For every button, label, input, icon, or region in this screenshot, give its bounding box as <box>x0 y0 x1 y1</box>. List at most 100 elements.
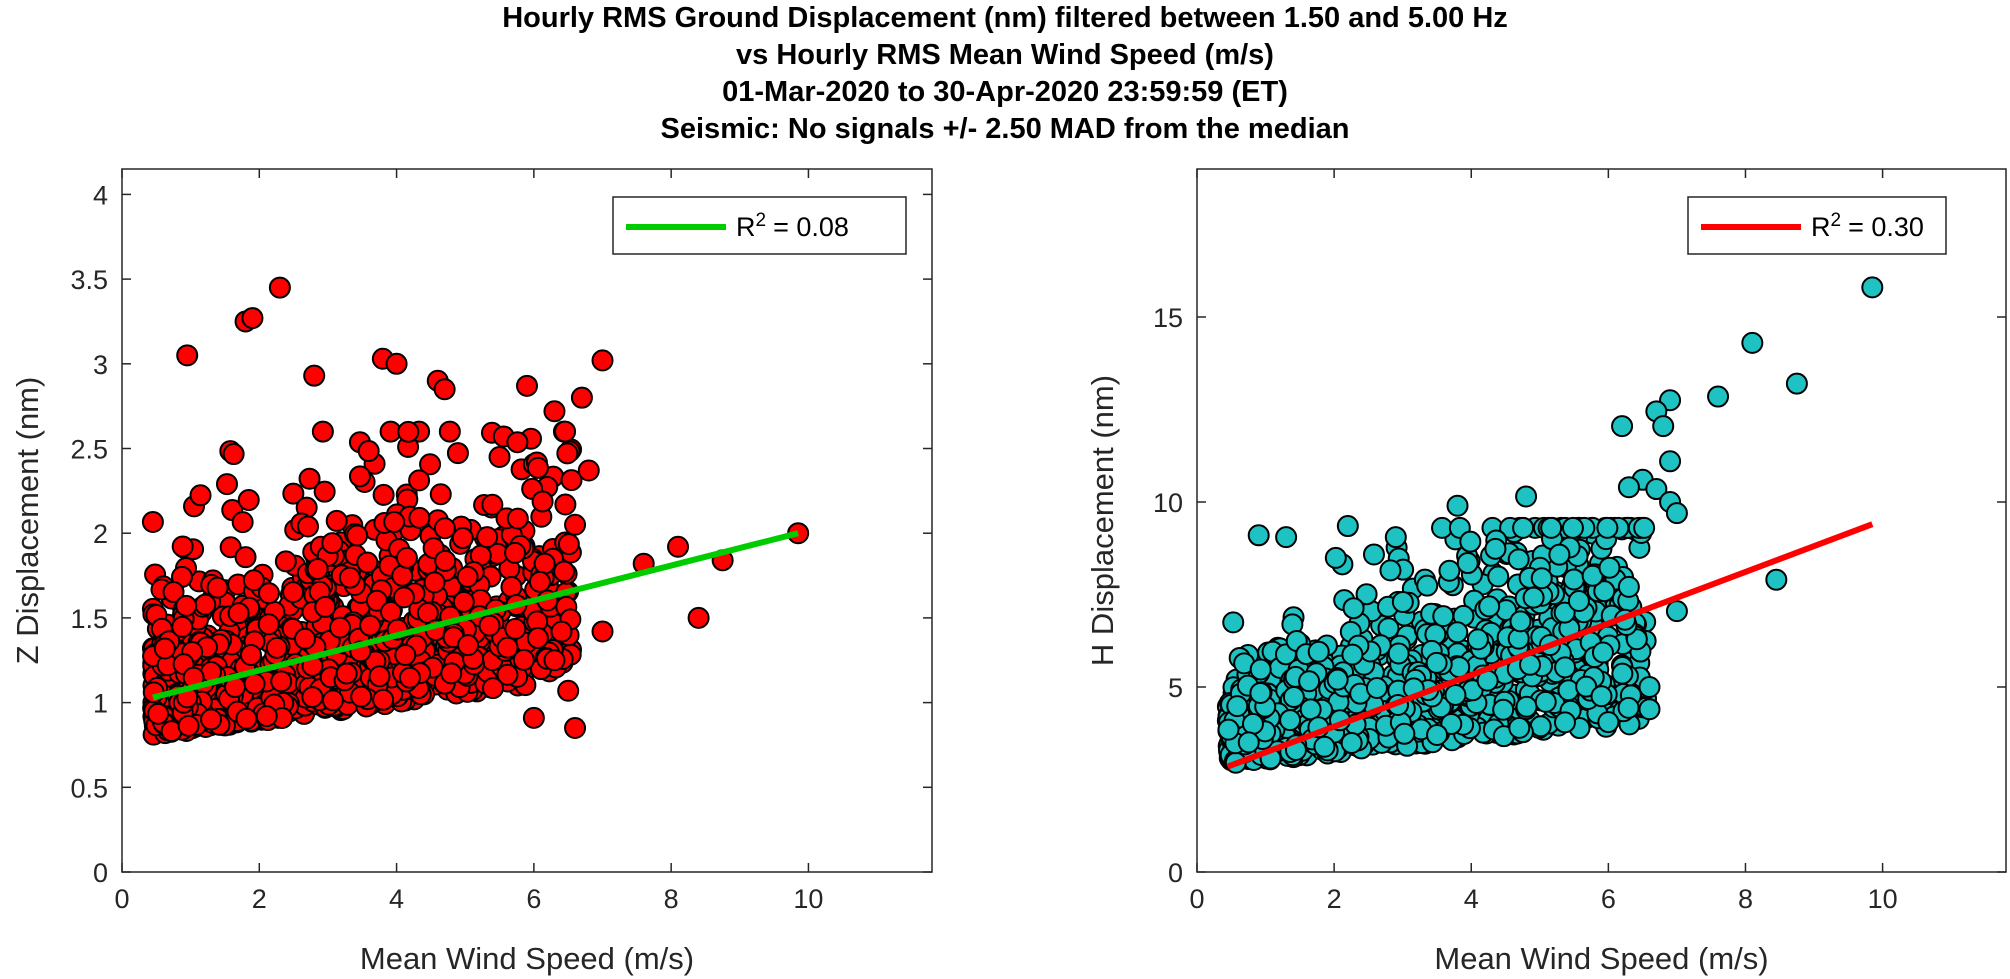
data-point <box>457 634 480 657</box>
data-point <box>564 717 587 740</box>
x-tick-label: 6 <box>1601 884 1616 914</box>
data-point <box>1530 567 1553 590</box>
data-point <box>1365 677 1388 700</box>
data-point <box>255 705 278 728</box>
data-point <box>194 593 217 616</box>
data-point <box>1659 450 1682 473</box>
y-tick-label: 0 <box>1168 858 1183 888</box>
data-point <box>1561 516 1584 539</box>
data-point <box>543 649 566 672</box>
data-point <box>591 620 614 643</box>
data-point <box>496 636 519 659</box>
data-point <box>1438 559 1461 582</box>
data-point <box>153 637 176 660</box>
data-point <box>577 459 600 482</box>
data-point <box>429 483 452 506</box>
data-point <box>1611 415 1634 438</box>
data-point <box>171 615 194 638</box>
data-point <box>368 665 391 688</box>
data-point <box>564 513 587 536</box>
data-point <box>488 445 511 468</box>
data-point <box>1393 722 1416 745</box>
data-point <box>274 550 297 573</box>
y-axis-label: Z Displacement (nm) <box>10 377 45 665</box>
data-point <box>1861 276 1884 299</box>
data-point <box>391 564 414 587</box>
data-point <box>481 677 504 700</box>
data-point <box>1596 516 1619 539</box>
data-point <box>560 469 583 492</box>
x-tick-label: 4 <box>389 884 404 914</box>
data-point <box>1336 515 1359 538</box>
data-point <box>504 617 527 640</box>
data-point <box>338 566 361 589</box>
x-tick-label: 8 <box>1738 884 1753 914</box>
data-point <box>496 663 519 686</box>
data-point <box>1515 695 1538 718</box>
fit-line <box>1226 521 1874 770</box>
data-point <box>1307 640 1330 663</box>
x-tick-label: 10 <box>793 884 823 914</box>
data-point <box>456 565 479 588</box>
data-point <box>1355 583 1378 606</box>
title-line-4: Seismic: No signals +/- 2.50 MAD from th… <box>660 113 1350 145</box>
data-point <box>1298 670 1321 693</box>
data-point <box>550 620 573 643</box>
data-point <box>1534 690 1557 713</box>
data-point <box>1484 537 1507 560</box>
data-point <box>1548 543 1571 566</box>
data-point <box>303 364 326 387</box>
h-displacement-chart: 0 2 4 6 8 10 0 5 10 15 Mean Wind Speed (m/s) H Disp… <box>1085 168 2007 976</box>
data-point <box>1217 718 1240 741</box>
x-tick-label: 2 <box>1327 884 1342 914</box>
data-point <box>313 480 336 503</box>
data-point <box>1665 502 1688 525</box>
data-point <box>329 616 352 639</box>
data-point <box>1241 712 1264 735</box>
data-point <box>1540 516 1563 539</box>
data-point <box>1279 709 1302 732</box>
data-point <box>234 546 257 569</box>
data-point <box>1553 711 1576 734</box>
data-point <box>1432 605 1455 628</box>
data-point <box>1416 574 1439 597</box>
data-point <box>298 467 321 490</box>
data-point <box>1249 658 1272 681</box>
data-point <box>1222 611 1245 634</box>
data-point <box>311 420 334 443</box>
data-point <box>219 536 242 559</box>
y-tick-label: 0 <box>93 858 108 888</box>
data-point <box>1590 685 1613 708</box>
fit-line <box>152 530 799 701</box>
y-axis-label: H Displacement (nm) <box>1085 375 1120 666</box>
data-point <box>1638 698 1661 721</box>
data-point <box>1567 590 1590 613</box>
data-point <box>141 510 164 533</box>
data-point <box>1249 682 1272 705</box>
data-point <box>1492 698 1515 721</box>
data-point <box>438 420 461 443</box>
y-tick-label: 2 <box>93 519 108 549</box>
data-point <box>147 702 170 725</box>
data-point <box>476 526 499 549</box>
data-point <box>543 400 566 423</box>
data-point <box>1444 683 1467 706</box>
data-point <box>554 493 577 516</box>
data-point <box>1554 656 1577 679</box>
data-point <box>175 594 198 617</box>
data-point <box>419 453 442 476</box>
data-point <box>1512 516 1535 539</box>
data-point <box>1362 543 1385 566</box>
data-point <box>557 679 580 702</box>
data-point <box>526 456 549 479</box>
data-point <box>1226 695 1249 718</box>
data-point <box>325 509 348 532</box>
data-point <box>243 672 266 695</box>
data-point <box>554 420 577 443</box>
data-point <box>1313 735 1336 758</box>
data-point <box>239 644 262 667</box>
data-point <box>372 483 395 506</box>
data-point <box>321 532 344 555</box>
data-point <box>294 627 317 650</box>
data-point <box>1617 696 1640 719</box>
